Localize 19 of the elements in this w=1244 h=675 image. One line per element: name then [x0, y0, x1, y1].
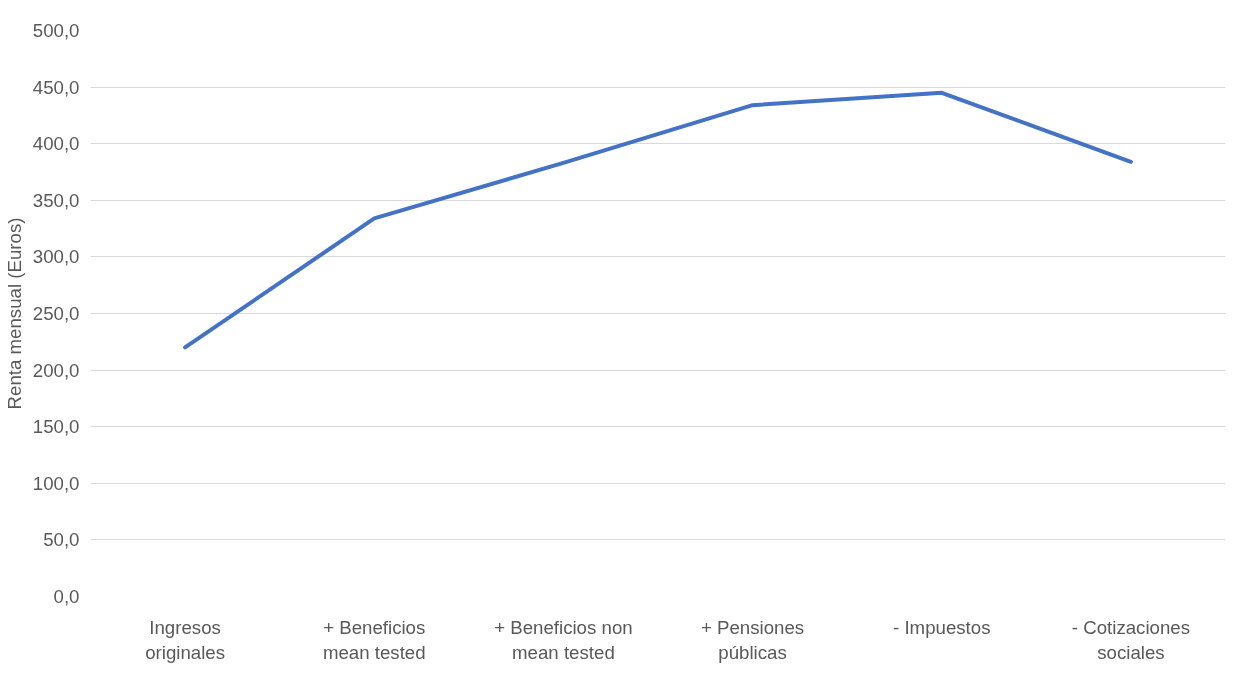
x-tick-label: - Cotizaciones sociales [1071, 616, 1191, 663]
y-tick-label: 450,0 [32, 76, 80, 98]
y-tick-label: 200,0 [32, 359, 80, 381]
y-tick-label: 0,0 [53, 586, 80, 607]
y-tick-label: 500,0 [32, 20, 80, 41]
x-tick-label: - Impuestos [893, 616, 991, 638]
x-tick-label: Ingresos originales [145, 616, 226, 663]
x-tick-label: + Beneficios non mean tested [494, 616, 633, 663]
y-tick-label: 50,0 [43, 529, 80, 551]
y-tick-label: 400,0 [32, 133, 80, 155]
y-tick-label: 350,0 [32, 189, 80, 211]
y-tick-label: 100,0 [32, 472, 80, 494]
x-tick-label: + Pensiones públicas [700, 616, 805, 663]
y-tick-label: 250,0 [32, 303, 80, 324]
x-tick-label: + Beneficios mean tested [322, 616, 426, 663]
y-tick-label: 300,0 [32, 246, 80, 268]
line-series [183, 90, 1133, 350]
y-axis-title: Renta mensual (Euros) [3, 217, 25, 410]
y-tick-label: 150,0 [32, 416, 80, 438]
